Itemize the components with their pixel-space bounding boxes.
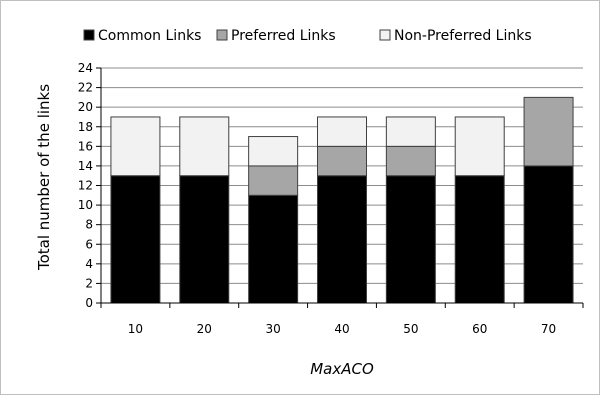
y-tick-label: 12: [78, 179, 93, 193]
x-tick-label: 60: [472, 322, 487, 336]
bar-segment-non-preferred: [248, 136, 299, 167]
bar-segment-common: [523, 165, 574, 304]
x-tick-labels: 10 20 30 40 50 60 70: [100, 303, 584, 336]
bar-segment-common: [454, 175, 505, 304]
bar-segment-preferred: [523, 96, 574, 167]
bar-segment-preferred: [248, 165, 299, 196]
bars: [110, 96, 574, 304]
bar-segment-common: [317, 175, 367, 304]
x-axis-title: MaxACO: [310, 360, 374, 378]
bar-segment-common: [385, 175, 436, 304]
bar-segment-non-preferred: [110, 116, 161, 177]
y-axis-title: Total number of the links: [35, 84, 53, 271]
legend-label: Preferred Links: [231, 28, 336, 44]
y-tick-label: 18: [78, 120, 93, 134]
legend-swatch: [83, 29, 95, 41]
bar-segment-preferred: [317, 145, 367, 177]
x-tick-label: 20: [197, 322, 212, 336]
y-tick-label: 4: [85, 257, 93, 271]
x-tick-label: 40: [334, 322, 349, 336]
bar-segment-preferred: [385, 145, 436, 177]
legend-label: Non-Preferred Links: [394, 28, 532, 44]
legend-label: Common Links: [98, 28, 201, 44]
y-tick-label: 0: [85, 296, 93, 310]
legend: Common Links Preferred Links Non-Preferred…: [83, 28, 532, 44]
legend-swatch: [216, 29, 228, 41]
y-tick-label: 14: [78, 159, 93, 173]
bar-segment-non-preferred: [179, 116, 230, 177]
x-tick-label: 50: [403, 322, 418, 336]
bar-segment-non-preferred: [454, 116, 505, 177]
y-tick-label: 10: [78, 198, 93, 212]
y-tick-label: 16: [78, 139, 93, 153]
y-tick-label: 20: [78, 100, 93, 114]
x-tick-label: 30: [266, 322, 281, 336]
y-tick-label: 22: [78, 81, 93, 95]
bar-segment-common: [110, 175, 161, 304]
legend-swatch: [379, 29, 391, 41]
y-tick-label: 8: [85, 218, 93, 232]
bar-segment-non-preferred: [317, 116, 367, 147]
y-tick-label: 6: [85, 237, 93, 251]
bar-segment-common: [248, 194, 299, 304]
y-tick-label: 2: [85, 276, 93, 290]
y-tick-label: 24: [78, 61, 93, 75]
x-tick-label: 70: [541, 322, 556, 336]
bar-segment-common: [179, 175, 230, 304]
bar-segment-non-preferred: [385, 116, 436, 147]
x-tick-label: 10: [128, 322, 143, 336]
